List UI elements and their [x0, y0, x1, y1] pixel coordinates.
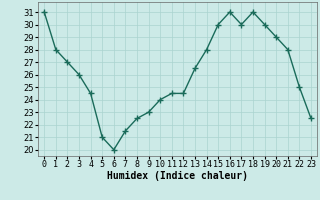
X-axis label: Humidex (Indice chaleur): Humidex (Indice chaleur) — [107, 171, 248, 181]
